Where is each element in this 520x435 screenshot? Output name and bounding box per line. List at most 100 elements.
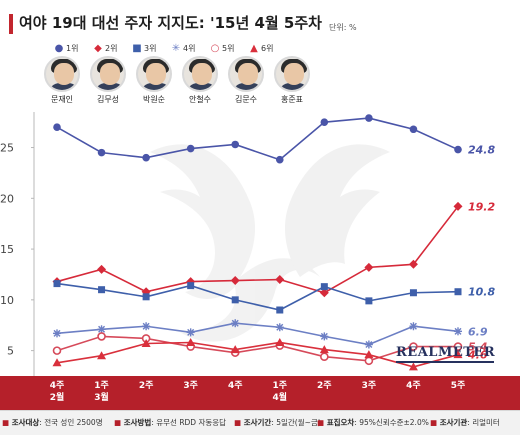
series-line (56, 341, 459, 368)
data-point (408, 259, 418, 269)
x-tick-label: 3주 (361, 381, 377, 391)
x-tick-label: 2주 (138, 381, 154, 391)
data-point (364, 340, 373, 349)
x-axis-band: 4주 2월 1주 3월 2주 3주 4주 1주 4월 2주 3주 4주 5주 (0, 376, 520, 410)
footnote-item: ■ 조사기관: 리얼미터 (430, 418, 500, 427)
series-line (56, 335, 458, 362)
legend-marker-icon: ▲ (250, 43, 258, 54)
x-tick-label: 4주 2월 (49, 381, 65, 403)
candidate-name: 문재인 (50, 95, 74, 104)
y-tick-label: 10 (0, 294, 14, 307)
legend-marker-icon: ✳ (171, 43, 181, 54)
data-point (454, 327, 462, 336)
x-tick-label: 2주 (317, 381, 332, 391)
data-point (454, 145, 462, 154)
data-point (186, 144, 195, 153)
data-point (53, 280, 61, 288)
y-tick-label: 5 (7, 345, 14, 358)
candidate-name: 안철수 (188, 95, 212, 104)
x-tick-label: 1주 3월 (94, 381, 109, 403)
data-point (275, 337, 285, 346)
bullet-icon: ■ (234, 418, 244, 427)
candidate-card: 김문수 (221, 56, 271, 112)
footnote-item: ■ 조사대상: 전국 성인 2500명 (2, 418, 103, 427)
legend-item: ● 1위 (52, 40, 79, 58)
series-line (56, 117, 459, 161)
candidate-name: 김무성 (96, 95, 120, 104)
data-point (97, 325, 106, 334)
x-tick-label: 5주 (450, 381, 466, 391)
footnote-label: 조사방법 (123, 418, 152, 427)
footnote-text: 리얼미터 (472, 418, 500, 427)
bullet-icon: ■ (430, 418, 440, 427)
data-point (97, 351, 107, 360)
candidate-card: 홍준표 (267, 56, 317, 112)
title-accent-mark (9, 14, 13, 34)
candidate-card: 김무성 (83, 56, 133, 112)
footnote-label: 조사대상 (11, 418, 40, 427)
data-point (230, 276, 240, 286)
avatar (182, 56, 218, 92)
avatar (228, 56, 264, 92)
legend-item: ■ 3위 (130, 40, 156, 58)
data-point (53, 329, 61, 338)
x-tick-label: 4주 (406, 381, 421, 391)
x-tick-label: 3주 (183, 381, 198, 391)
data-point (231, 319, 240, 328)
end-value-label: 6.9 (468, 325, 488, 338)
legend-marker-icon: ● (54, 43, 64, 54)
data-point (97, 264, 107, 274)
legend-item: ▲ 6위 (247, 40, 273, 58)
y-tick-label: 25 (0, 142, 14, 155)
candidate-name: 김문수 (234, 95, 258, 104)
data-point (231, 140, 240, 149)
watermark-emblem-icon (150, 144, 390, 342)
legend: ● 1위 ◆ 2위 ■ 3위 ✳ 4위 ○ 5위 ▲ 6위 (10, 40, 510, 58)
end-value-label: 10.8 (468, 286, 495, 299)
footnote-label: 조사기관 (439, 418, 468, 427)
footnote-text: 95%신뢰수준±2.0% (359, 418, 429, 427)
survey-footnote: ■ 조사대상: 전국 성인 2500명 ■ 조사방법: 유무선 RDD 자동응답 ■… (0, 410, 520, 435)
data-point (276, 306, 284, 314)
end-value-label: 19.2 (468, 200, 495, 213)
data-point (453, 350, 463, 359)
unit-label: 단위: % (329, 23, 357, 32)
data-point (275, 275, 285, 285)
data-point (186, 328, 195, 337)
bullet-icon: ■ (2, 418, 12, 427)
end-value-label: 24.8 (468, 144, 495, 157)
legend-marker-icon: ■ (132, 43, 142, 54)
data-point (364, 350, 374, 359)
legend-label: 1위 (66, 44, 79, 53)
data-point (142, 153, 150, 162)
data-point (97, 148, 106, 157)
data-point (409, 125, 418, 134)
legend-label: 5위 (222, 44, 235, 53)
y-tick-label: 20 (0, 192, 14, 205)
data-point (409, 342, 418, 351)
data-point (275, 323, 284, 332)
data-point (409, 322, 418, 331)
end-value-label: 4.6 (467, 349, 488, 362)
data-point (365, 114, 373, 122)
avatar (90, 56, 126, 92)
data-point (320, 283, 328, 291)
legend-item: ○ 5위 (208, 40, 235, 58)
avatar (44, 56, 80, 92)
data-point (231, 296, 239, 304)
footnote-text: 유무선 RDD 자동응답 (156, 418, 227, 427)
brand-underline (396, 361, 494, 363)
footnote-label: 조사기간 (243, 418, 272, 427)
data-point (319, 345, 329, 354)
legend-item: ✳ 4위 (169, 40, 196, 58)
legend-marker-icon: ○ (210, 43, 220, 54)
data-point (97, 332, 106, 341)
legend-label: 4위 (183, 44, 196, 53)
brand-logo: REALMETER (396, 345, 496, 360)
data-point (365, 297, 373, 305)
legend-label: 3위 (144, 44, 157, 53)
footnote-label: 표집오차 (326, 418, 355, 427)
data-point (320, 332, 329, 341)
chart-title: 여야 19대 대선 주자 지지도: '15년 4월 5주차 (19, 14, 322, 32)
data-point (187, 282, 195, 290)
